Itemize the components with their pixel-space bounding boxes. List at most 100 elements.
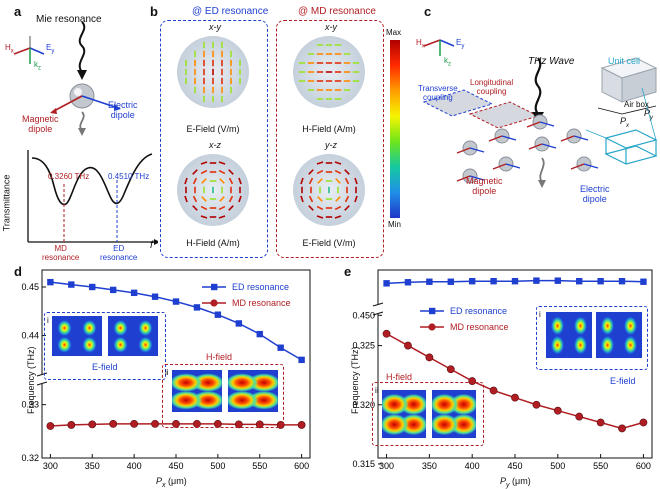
panel-a-label: a — [14, 4, 22, 19]
thz-wave-label: THz Wave — [528, 56, 575, 67]
data-point-md — [255, 420, 264, 429]
field-arrow-grid-3 — [184, 161, 242, 219]
data-point-md — [425, 353, 434, 362]
data-point-md — [446, 365, 455, 374]
e-inset-i-map-2 — [596, 312, 642, 358]
x-tick-label: 550 — [252, 461, 267, 471]
data-point-ed — [618, 278, 626, 285]
e-legend-md: MD resonance — [450, 322, 509, 332]
d-inset-ii-caption: H-field — [206, 352, 233, 362]
data-point-md — [88, 420, 97, 429]
e-inset-i-tag: i — [539, 310, 541, 319]
x-tick-label: 600 — [636, 461, 651, 471]
data-point-md — [130, 419, 139, 428]
data-point-md — [109, 419, 118, 428]
data-point-ed — [47, 278, 54, 286]
d-inset-ii-map-1 — [172, 370, 222, 412]
data-point-ed — [468, 278, 476, 285]
data-point-ed — [89, 283, 96, 291]
cell-plane-1: x-y — [209, 22, 221, 32]
data-point-ed — [298, 356, 305, 364]
data-point-md — [382, 329, 391, 338]
panel-d-label: d — [14, 264, 22, 279]
d-inset-i-tag: i — [47, 316, 49, 325]
data-point-md — [151, 419, 159, 428]
data-point-md — [46, 422, 55, 430]
cell-plane-3: x-z — [209, 140, 221, 150]
e-inset-ii-map-2 — [432, 390, 476, 438]
c-magnetic-dipole-label: Magnetic dipole — [466, 176, 503, 196]
field-arrow-grid-4 — [300, 161, 358, 219]
data-point-ed — [193, 304, 201, 311]
data-point-ed — [554, 277, 562, 284]
panel-a-title: Mie resonance — [36, 14, 102, 25]
cell-plane-2: x-y — [325, 22, 337, 32]
data-point-ed — [511, 278, 519, 285]
y-tick-label: 0.450 — [352, 310, 375, 320]
transmittance-plot — [27, 150, 158, 245]
cell-field-2: H-Field (A/m) — [302, 124, 356, 134]
x-tick-label: 300 — [379, 461, 394, 471]
chart-d: 300 350 400 450 500 550 600 0.44 0.45 0.32 0.33 — [21, 269, 311, 471]
data-point-ed — [277, 344, 284, 351]
data-point-md — [404, 341, 412, 350]
e-inset-ii — [372, 382, 484, 446]
data-point-ed — [130, 289, 138, 297]
e-inset-ii-map-1 — [382, 390, 426, 438]
x-tick-label: 300 — [43, 461, 58, 471]
panel-c-diagram — [422, 39, 658, 188]
data-point-md — [511, 393, 519, 402]
data-point-ed — [256, 330, 263, 338]
e-inset-i — [536, 306, 648, 370]
md-resonance-title: @ MD resonance — [298, 6, 376, 17]
cell-field-1: E-Field (V/m) — [186, 124, 240, 134]
d-inset-ii-map-2 — [228, 370, 278, 412]
chart-e: 300 350 400 450 500 550 600 0.450 0.315 0.320 0.32… — [352, 269, 653, 471]
data-point-md — [553, 406, 562, 415]
field-arrows — [184, 41, 360, 219]
ed-field-box — [160, 20, 268, 258]
axis-k-label: kz — [34, 60, 41, 72]
cell-field-4: E-Field (V/m) — [302, 238, 356, 248]
axis-e-label: Ey — [46, 43, 55, 55]
axis-break-mark — [372, 302, 384, 307]
y-tick-label: 0.315 — [352, 459, 375, 469]
x-tick-label: 450 — [168, 461, 183, 471]
c-axis-k: kz — [444, 56, 451, 68]
py-label: Py — [644, 108, 654, 121]
data-point-md — [234, 420, 243, 429]
y-tick-label: 0.32 — [21, 453, 39, 463]
x-tick-label: 500 — [550, 461, 565, 471]
e-inset-ii-caption: H-field — [386, 372, 413, 382]
data-point-md — [532, 400, 541, 409]
y-tick-label: 0.45 — [21, 282, 39, 292]
axis-h-label: Hx — [5, 43, 14, 55]
data-point-ed — [533, 277, 540, 284]
data-point-md — [67, 421, 76, 429]
data-point-ed — [597, 278, 604, 285]
panel-e-label: e — [344, 264, 352, 279]
md-freq-label: 0.3260 THz — [48, 172, 90, 181]
data-point-ed — [404, 279, 412, 286]
px-label: Px — [620, 116, 630, 129]
panel-a-diagram — [13, 21, 121, 136]
e-inset-i-caption: E-field — [610, 376, 636, 386]
axis-break-mark — [36, 372, 48, 377]
e-xlabel: Py (μm) — [500, 476, 531, 489]
cell-field-3: H-Field (A/m) — [186, 238, 240, 248]
data-point-md — [596, 418, 605, 427]
axis-break-mark — [372, 311, 384, 316]
d-legend-ed: ED resonance — [232, 282, 290, 292]
e-inset-i-map-1 — [546, 312, 592, 358]
d-xlabel: Px (μm) — [156, 476, 187, 489]
x-tick-label: 450 — [507, 461, 522, 471]
d-inset-i — [44, 312, 166, 380]
axis-break-mark — [36, 381, 48, 386]
electric-dipole-label: Electric dipole — [108, 100, 138, 120]
d-ylabel: Frequency (THz) — [26, 346, 36, 414]
field-arrow-grid-1 — [185, 41, 241, 103]
y-tick-label: 0.44 — [21, 331, 39, 341]
cell-plane-4: y-z — [325, 140, 337, 150]
transverse-coupling-label: Transverse coupling — [418, 84, 458, 102]
c-electric-dipole-label: Electric dipole — [580, 184, 610, 204]
